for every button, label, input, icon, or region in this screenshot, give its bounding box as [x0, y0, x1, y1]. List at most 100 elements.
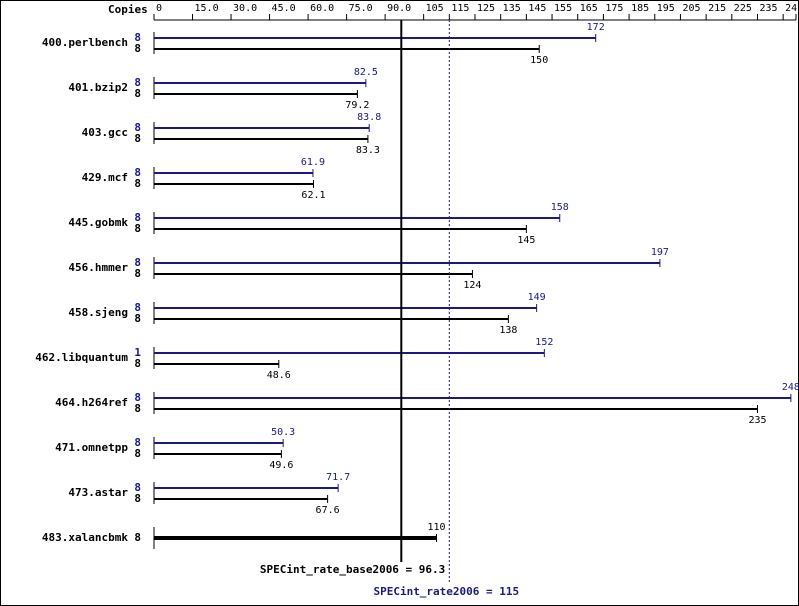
copies-label: 8	[134, 31, 141, 44]
value-label: 82.5	[354, 67, 378, 78]
x-tick-label: 205	[682, 3, 700, 14]
bar	[154, 217, 560, 219]
x-tick-label: 15.0	[195, 3, 219, 14]
bar	[154, 318, 509, 320]
value-label: 71.7	[326, 472, 350, 483]
x-tick-label: 125	[477, 3, 495, 14]
copies-label: 8	[134, 301, 141, 314]
category-label: 403.gcc	[82, 126, 128, 139]
bar	[154, 172, 313, 174]
bar	[154, 442, 284, 444]
bar	[154, 498, 328, 500]
copies-label: 8	[134, 447, 141, 460]
x-tick-label: 45.0	[272, 3, 296, 14]
value-label: 138	[499, 325, 517, 336]
category-label: 400.perlbench	[42, 36, 128, 49]
legend-label: SPECint_rate_base2006 = 96.3	[260, 563, 445, 576]
value-label: 197	[651, 247, 669, 258]
copies-label: 8	[134, 166, 141, 179]
copies-label: 1	[134, 346, 141, 359]
copies-label: 8	[134, 177, 141, 190]
category-label: 429.mcf	[82, 171, 128, 184]
value-label: 83.3	[356, 145, 380, 156]
bar	[154, 408, 758, 410]
value-label: 50.3	[271, 427, 295, 438]
copies-label: 8	[134, 531, 141, 544]
copies-label: 8	[134, 211, 141, 224]
copies-label: 8	[134, 492, 141, 505]
x-tick-label: 145	[528, 3, 546, 14]
value-label: 145	[517, 235, 535, 246]
copies-label: 8	[134, 267, 141, 280]
axis-label: Copies	[108, 3, 148, 16]
x-tick-label: 115	[451, 3, 469, 14]
x-tick-label: 165	[580, 3, 598, 14]
value-label: 158	[551, 202, 569, 213]
bar	[154, 536, 437, 540]
bar	[154, 487, 339, 489]
copies-label: 8	[134, 121, 141, 134]
bar	[154, 352, 545, 354]
category-label: 458.sjeng	[68, 306, 128, 319]
category-label: 401.bzip2	[68, 81, 128, 94]
value-label: 235	[748, 415, 766, 426]
bar	[154, 363, 279, 365]
copies-label: 8	[134, 312, 141, 325]
copies-label: 8	[134, 222, 141, 235]
category-label: 471.omnetpp	[55, 441, 128, 454]
x-tick-label: 0	[156, 3, 162, 14]
value-label: 49.6	[269, 460, 293, 471]
x-tick-label: 195	[657, 3, 675, 14]
x-tick-label: 135	[503, 3, 521, 14]
x-tick-label: 175	[605, 3, 623, 14]
value-label: 61.9	[301, 157, 325, 168]
copies-label: 8	[134, 436, 141, 449]
value-label: 79.2	[345, 100, 369, 111]
bar	[154, 82, 366, 84]
value-label: 62.1	[301, 190, 325, 201]
value-label: 248	[782, 382, 799, 393]
copies-label: 8	[134, 132, 141, 145]
copies-label: 8	[134, 391, 141, 404]
value-label: 110	[427, 522, 445, 533]
copies-label: 8	[134, 357, 141, 370]
bar	[154, 262, 660, 264]
x-tick-label: 90.0	[387, 3, 411, 14]
bar	[154, 138, 368, 140]
copies-label: 8	[134, 87, 141, 100]
bar	[154, 397, 791, 399]
category-label: 456.hmmer	[68, 261, 128, 274]
x-tick-label: 185	[631, 3, 649, 14]
category-label: 462.libquantum	[35, 351, 128, 364]
category-label: 473.astar	[68, 486, 128, 499]
bar	[154, 183, 314, 185]
copies-label: 8	[134, 42, 141, 55]
x-tick-label: 30.0	[233, 3, 257, 14]
bar	[154, 307, 537, 309]
value-label: 152	[535, 337, 553, 348]
copies-label: 8	[134, 402, 141, 415]
category-label: 483.xalancbmk	[42, 531, 128, 544]
value-label: 149	[528, 292, 546, 303]
category-label: 464.h264ref	[55, 396, 128, 409]
bar	[154, 453, 282, 455]
x-tick-label: 225	[734, 3, 752, 14]
category-label: 445.gobmk	[68, 216, 128, 229]
x-tick-label: 155	[554, 3, 572, 14]
value-label: 150	[530, 55, 548, 66]
x-tick-label: 60.0	[310, 3, 334, 14]
copies-label: 8	[134, 481, 141, 494]
copies-label: 8	[134, 256, 141, 269]
value-label: 83.8	[357, 112, 381, 123]
bar	[154, 228, 527, 230]
bar	[154, 273, 473, 275]
value-label: 48.6	[267, 370, 291, 381]
bar	[154, 127, 370, 129]
value-label: 172	[587, 22, 605, 33]
copies-label: 8	[134, 76, 141, 89]
bar	[154, 93, 358, 95]
x-tick-label: 75.0	[349, 3, 373, 14]
value-label: 67.6	[316, 505, 340, 516]
